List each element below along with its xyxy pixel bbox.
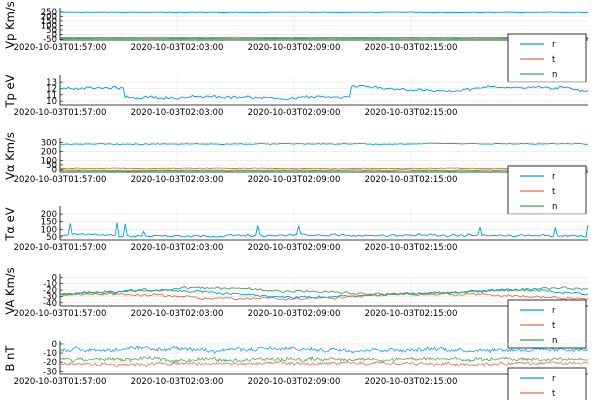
x-tick-label: 2020-10-03T02:03:00 xyxy=(131,43,224,53)
y-axis-label: Vα Km/s xyxy=(3,132,17,180)
series-line-t xyxy=(59,292,589,301)
y-tick-label: 0 xyxy=(52,31,57,41)
x-tick-label: 2020-10-03T02:09:00 xyxy=(248,377,341,387)
y-axis-label: B nT xyxy=(3,345,17,372)
x-tick-label: 2020-10-03T02:09:00 xyxy=(248,108,341,118)
legend-label: r xyxy=(552,374,556,384)
x-tick-label: 2020-10-03T02:15:00 xyxy=(365,108,458,118)
x-tick-label: 2020-10-03T01:57:00 xyxy=(14,243,107,253)
y-tick-label: 50 xyxy=(46,233,57,243)
legend-label: n xyxy=(552,202,557,212)
legend-box xyxy=(507,33,587,83)
y-tick-label: -40 xyxy=(43,299,57,309)
legend: rtn xyxy=(507,33,587,83)
y-tick-label: 12 xyxy=(46,84,57,94)
y-tick-label: 100 xyxy=(41,21,57,31)
y-tick-label: 300 xyxy=(41,139,57,149)
x-tick-label: 2020-10-03T02:15:00 xyxy=(365,243,458,253)
y-tick-label: -10 xyxy=(43,349,57,359)
legend-box xyxy=(507,367,587,400)
y-tick-label: 11 xyxy=(46,91,57,101)
y-tick-label: 200 xyxy=(41,210,57,220)
x-tick-label: 2020-10-03T01:57:00 xyxy=(14,377,107,387)
y-tick-label: 150 xyxy=(41,218,57,228)
legend: rtn xyxy=(507,165,587,215)
y-tick-label: 10 xyxy=(46,97,57,107)
y-tick-label: 250 xyxy=(41,8,57,18)
series-line-r xyxy=(59,11,589,14)
x-tick-label: 2020-10-03T02:15:00 xyxy=(365,175,458,185)
x-tick-label: 2020-10-03T01:57:00 xyxy=(14,309,107,319)
series-line-t xyxy=(59,167,589,170)
y-tick-label: -20 xyxy=(43,286,57,296)
y-tick-label: -30 xyxy=(43,367,57,377)
x-tick-label: 2020-10-03T02:03:00 xyxy=(131,108,224,118)
series-line-n xyxy=(59,355,589,365)
series-line-t xyxy=(59,360,589,367)
legend-label: n xyxy=(552,70,557,80)
legend-label: r xyxy=(552,306,556,316)
x-tick-label: 2020-10-03T01:57:00 xyxy=(14,43,107,53)
series-line-n xyxy=(59,169,589,172)
y-tick-label: 100 xyxy=(41,225,57,235)
x-tick-label: 2020-10-03T02:09:00 xyxy=(248,175,341,185)
x-tick-label: 2020-10-03T02:15:00 xyxy=(365,377,458,387)
y-axis-label: Vp Km/s xyxy=(3,1,17,48)
legend: rtn xyxy=(507,299,587,349)
x-tick-label: 2020-10-03T01:57:00 xyxy=(14,175,107,185)
y-tick-label: 100 xyxy=(41,156,57,166)
series-line-r xyxy=(59,222,589,238)
y-tick-label: 0 xyxy=(52,165,57,175)
x-tick-label: 2020-10-03T02:03:00 xyxy=(131,175,224,185)
legend-label: r xyxy=(552,40,556,50)
x-tick-label: 2020-10-03T02:09:00 xyxy=(248,43,341,53)
legend-box xyxy=(507,299,587,349)
legend-label: n xyxy=(552,336,557,346)
legend-box xyxy=(507,165,587,215)
series-line-r xyxy=(60,142,589,145)
y-tick-label: 0 xyxy=(52,273,57,283)
x-tick-label: 2020-10-03T02:09:00 xyxy=(248,243,341,253)
series-line-t xyxy=(59,36,589,39)
legend-label: r xyxy=(552,172,556,182)
y-tick-label: 50 xyxy=(46,161,57,171)
y-tick-label: -10 xyxy=(43,280,57,290)
y-tick-label: 200 xyxy=(41,148,57,158)
legend-label: t xyxy=(552,389,556,399)
legend-label: t xyxy=(552,187,556,197)
y-tick-label: 50 xyxy=(46,26,57,36)
x-tick-label: 2020-10-03T01:57:00 xyxy=(14,108,107,118)
x-tick-label: 2020-10-03T02:09:00 xyxy=(248,309,341,319)
legend-label: t xyxy=(552,55,556,65)
legend: rtn xyxy=(507,367,587,400)
y-tick-label: -20 xyxy=(43,358,57,368)
panel-6: 0-10-20-30 B nT 2020-10-03T01:57:00 2020-10… xyxy=(3,340,589,400)
y-tick-label: 13 xyxy=(46,78,57,88)
x-tick-label: 2020-10-03T02:15:00 xyxy=(365,43,458,53)
x-tick-label: 2020-10-03T02:15:00 xyxy=(365,309,458,319)
y-axis-label: Tα eV xyxy=(3,207,17,241)
series-line-r xyxy=(59,84,589,101)
y-axis-label: Tp eV xyxy=(3,74,17,108)
y-tick-label: 200 xyxy=(41,12,57,22)
series-line-n xyxy=(59,285,589,296)
y-tick-label: -50 xyxy=(43,35,57,45)
legend-label: t xyxy=(552,321,556,331)
y-tick-label: 0 xyxy=(52,340,57,350)
y-tick-label: -30 xyxy=(43,292,57,302)
x-tick-label: 2020-10-03T02:03:00 xyxy=(131,309,224,319)
series-line-r xyxy=(59,345,589,354)
y-tick-label: 150 xyxy=(41,17,57,27)
y-axis-label: VA Km/s xyxy=(3,267,17,314)
x-tick-label: 2020-10-03T02:03:00 xyxy=(131,243,224,253)
x-tick-label: 2020-10-03T02:03:00 xyxy=(131,377,224,387)
